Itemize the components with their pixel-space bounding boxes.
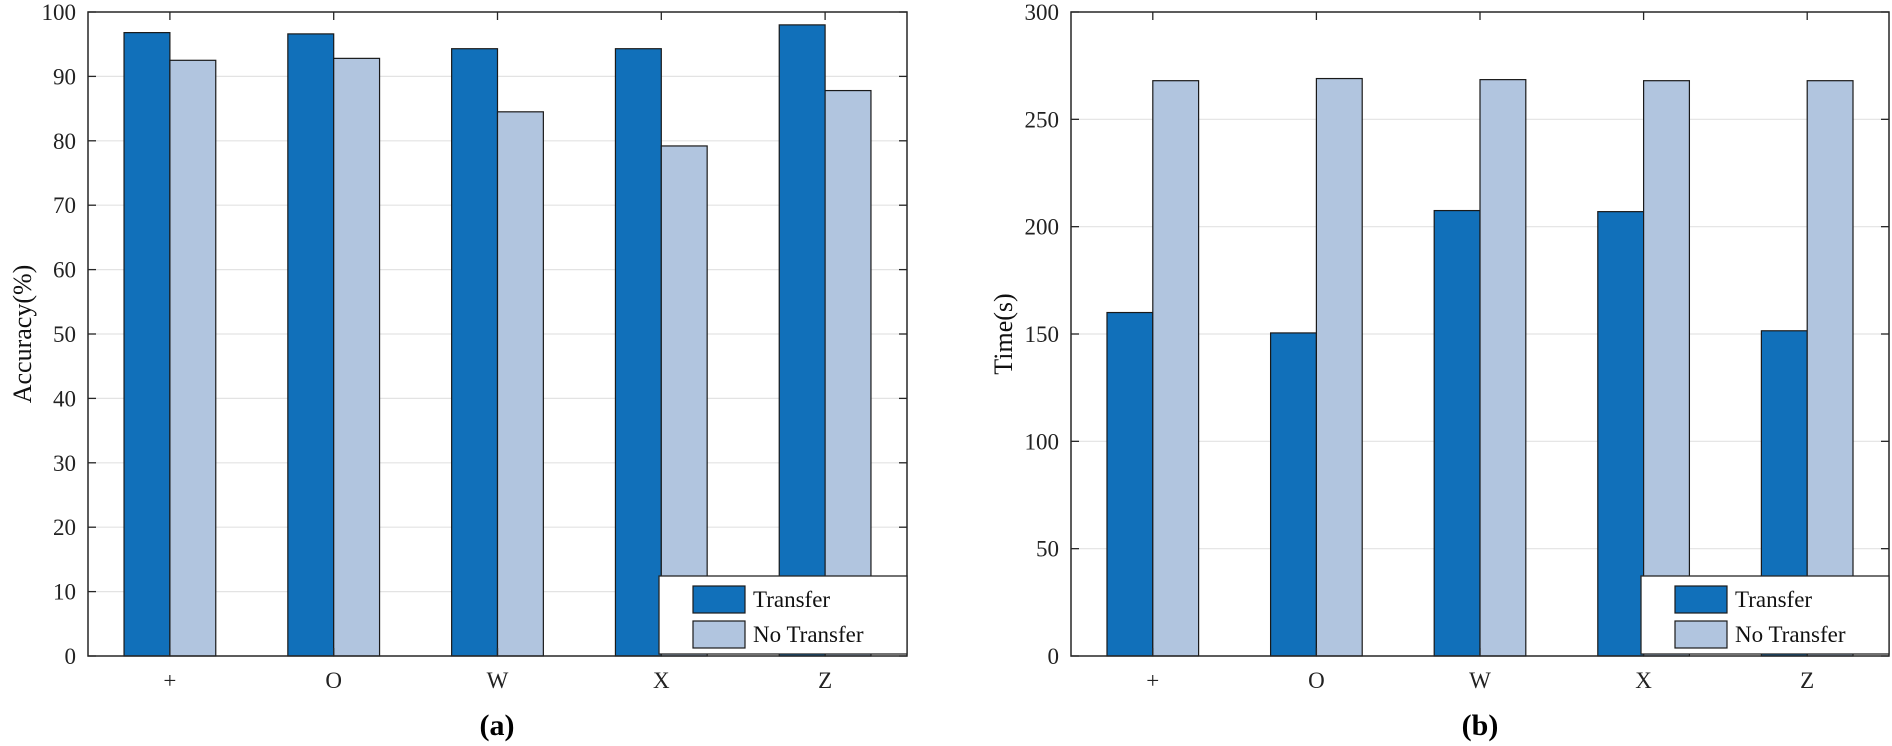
bar-transfer-4: [778, 24, 826, 657]
axes-frame: [1070, 11, 1890, 657]
legend-swatch-no-transfer: [1674, 620, 1728, 649]
y-tick-label: 50: [1036, 537, 1059, 562]
y-tick-label: 80: [53, 129, 76, 154]
y-tick-label: 20: [53, 515, 76, 540]
y-axis-title: Time(s): [989, 293, 1018, 374]
bar-no-transfer-2: [496, 111, 544, 657]
bar-no-transfer-4: [1806, 80, 1854, 657]
bar-transfer-0: [123, 32, 171, 657]
x-tick-label: O: [1308, 668, 1325, 693]
panel-label: (a): [480, 709, 515, 742]
bar-no-transfer-1: [1315, 77, 1363, 657]
y-tick-label: 40: [53, 386, 76, 411]
y-axis-title: Accuracy(%): [8, 265, 37, 404]
bar-transfer-1: [1269, 332, 1318, 657]
y-tick-label: 200: [1025, 215, 1060, 240]
bar-no-transfer-2: [1479, 79, 1527, 657]
chart-panel-b: 0 50 100 150 200 250 300 + O W X Z Time(s) Transfer No…: [989, 0, 1890, 742]
x-tick-label: Z: [1800, 668, 1814, 693]
y-tick-label: 100: [42, 0, 77, 25]
bar-no-transfer-0: [169, 59, 217, 657]
bar-transfer-2: [1433, 209, 1481, 657]
y-tick-label: 0: [1048, 644, 1060, 669]
legend-swatch-transfer: [1674, 585, 1728, 614]
x-tick-label: W: [487, 668, 509, 693]
chart-panel-a: 0 10 20 30 40 50 60 70 80 90 100 + O W X Z Accuracy(%) Tr…: [8, 0, 908, 742]
y-tick-label: 50: [53, 322, 76, 347]
x-tick-label: W: [1469, 668, 1491, 693]
axes-frame: [87, 11, 908, 657]
y-tick-label: 0: [65, 644, 77, 669]
legend: Transfer No Transfer: [1640, 575, 1890, 655]
legend: Transfer No Transfer: [658, 575, 908, 655]
legend-swatch-no-transfer: [692, 620, 746, 649]
x-tick-label: Z: [818, 668, 832, 693]
x-tick-label: +: [163, 668, 176, 693]
bar-no-transfer-0: [1152, 80, 1200, 657]
y-tick-label: 250: [1025, 107, 1060, 132]
bar-no-transfer-1: [333, 57, 381, 657]
x-tick-label: X: [1635, 668, 1652, 693]
bar-transfer-3: [614, 48, 662, 657]
bar-transfer-1: [287, 33, 335, 657]
bar-transfer-2: [451, 48, 499, 657]
x-tick-label: O: [325, 668, 342, 693]
legend-label: No Transfer: [1735, 622, 1846, 647]
x-tick-label: X: [653, 668, 670, 693]
x-tick-label: +: [1146, 668, 1159, 693]
bar-no-transfer-3: [1642, 80, 1691, 657]
legend-label: Transfer: [1735, 587, 1812, 612]
y-tick-label: 90: [53, 64, 76, 89]
y-tick-label: 70: [53, 193, 76, 218]
bar-no-transfer-4: [824, 89, 872, 657]
y-tick-label: 100: [1025, 429, 1060, 454]
bar-transfer-0: [1106, 311, 1154, 657]
y-tick-label: 150: [1025, 322, 1060, 347]
y-tick-label: 60: [53, 258, 76, 283]
legend-swatch-transfer: [692, 585, 746, 614]
bar-transfer-3: [1597, 211, 1645, 657]
y-tick-label: 300: [1025, 0, 1060, 25]
y-tick-label: 10: [53, 580, 76, 605]
y-tick-label: 30: [53, 451, 76, 476]
panel-label: (b): [1462, 709, 1499, 742]
legend-label: No Transfer: [753, 622, 864, 647]
bar-no-transfer-3: [660, 145, 708, 657]
legend-label: Transfer: [753, 587, 830, 612]
